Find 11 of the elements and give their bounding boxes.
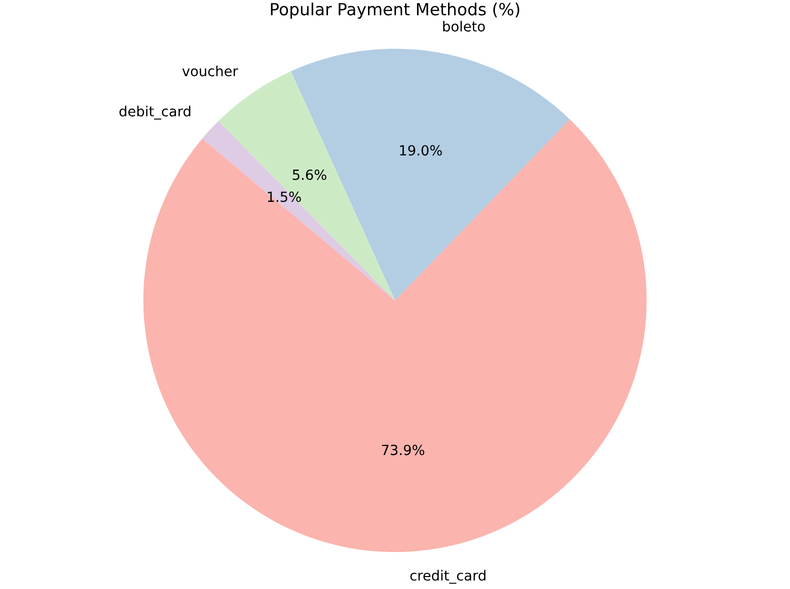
- chart-title: Popular Payment Methods (%): [270, 2, 520, 19]
- slice-label: voucher: [182, 66, 238, 76]
- slice-label: debit_card: [119, 106, 190, 120]
- pie-slice: [202, 121, 395, 300]
- slice-label: boleto: [443, 20, 485, 32]
- data-label: 19.0%: [400, 145, 442, 156]
- slice-label: credit_card: [410, 570, 486, 584]
- data-label: 73.9%: [382, 444, 424, 456]
- pie-slice: [143, 119, 647, 552]
- data-label: 1.5%: [268, 192, 301, 202]
- data-label: 5.6%: [292, 170, 326, 180]
